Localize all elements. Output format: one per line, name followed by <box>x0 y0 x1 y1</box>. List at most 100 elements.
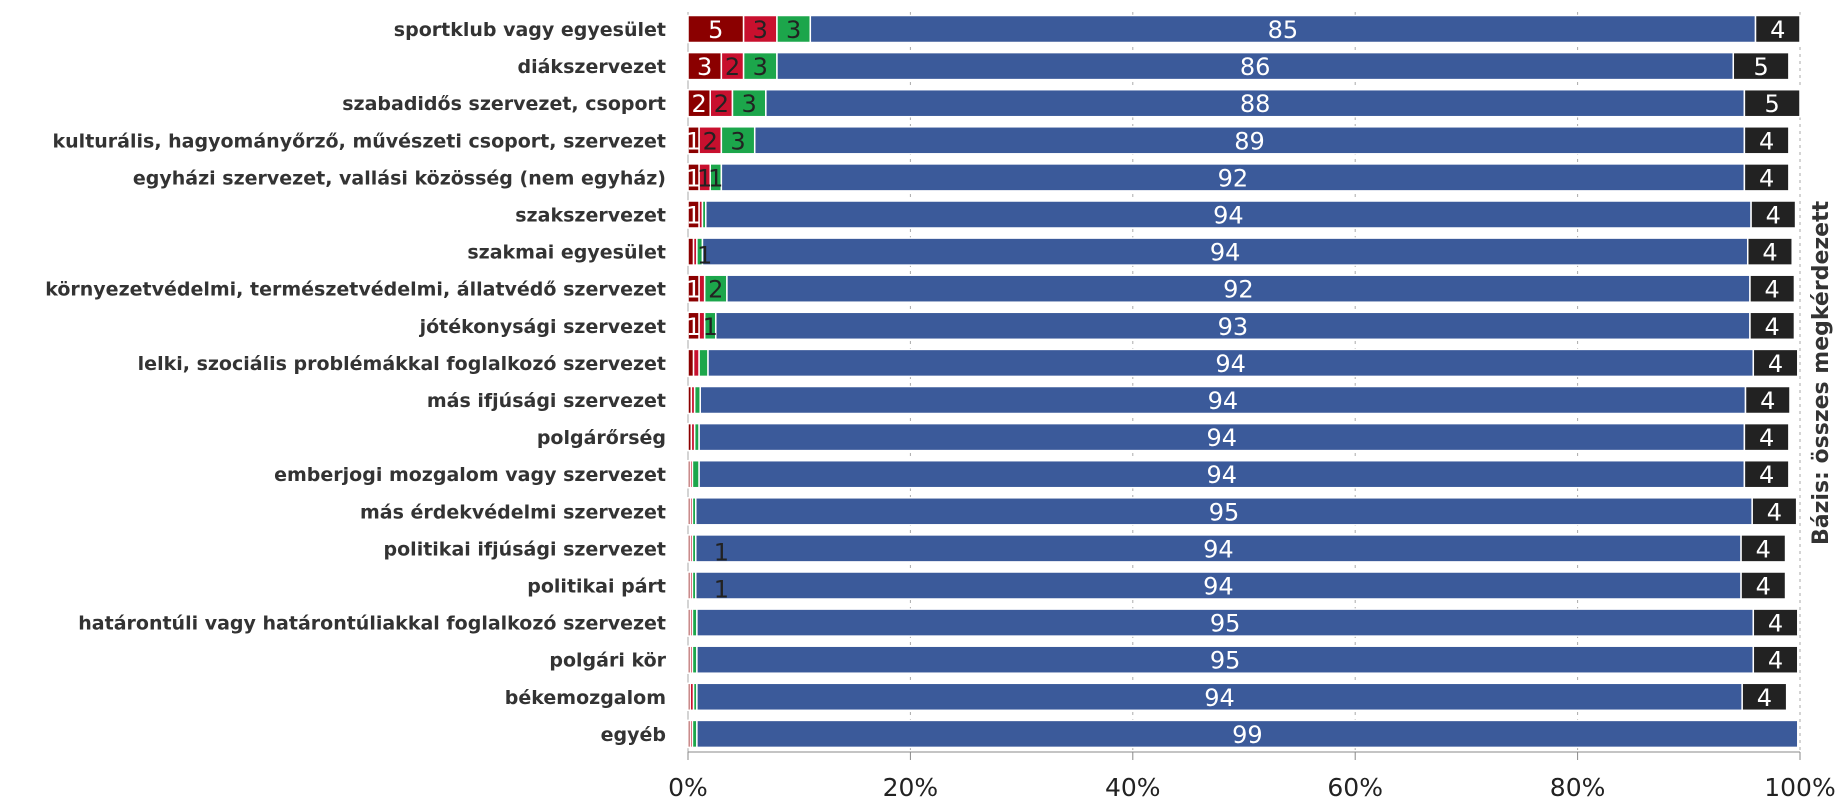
bar-segment <box>696 645 1755 674</box>
category-label: szakmai egyesület <box>467 242 666 264</box>
category-label: egyéb <box>601 724 666 746</box>
category-label: kulturális, hagyományőrző, művészeti cso… <box>53 130 666 152</box>
segment-value-label: 95 <box>1209 498 1240 526</box>
segment-value-label: 5 <box>1765 90 1780 118</box>
segment-value-label: 94 <box>1206 461 1237 489</box>
category-label: környezetvédelmi, természetvédelmi, álla… <box>45 279 666 301</box>
bar-segment <box>687 348 695 378</box>
bar-segment <box>695 497 1753 526</box>
bar-segment <box>1749 274 1796 303</box>
category-label: más ifjúsági szervezet <box>427 390 666 412</box>
category-label: más érdekvédelmi szervezet <box>360 501 666 523</box>
segment-value-label: 2 <box>725 53 740 81</box>
bar-segment <box>1750 200 1797 229</box>
category-label: politikai ifjúsági szervezet <box>384 538 666 560</box>
bar-segment <box>705 200 1752 229</box>
segment-value-label: 3 <box>742 90 757 118</box>
segment-value-label: 99 <box>1232 721 1263 749</box>
bar-segment <box>687 51 723 81</box>
base-note: Bázis: összes megkérdezett <box>1809 200 1834 545</box>
bar-segment <box>696 608 1755 637</box>
bar-segment <box>699 385 1747 415</box>
bar-segment <box>691 459 700 489</box>
segment-value-label: 4 <box>1762 239 1777 267</box>
segment-value-label: 4 <box>1767 498 1782 526</box>
segment-value-label: 88 <box>1240 90 1271 118</box>
segment-value-label: 94 <box>1213 202 1244 230</box>
segment-value-label: 86 <box>1240 53 1271 81</box>
segment-value-label: 2 <box>691 90 706 118</box>
gridlines <box>687 12 1801 752</box>
segment-value-label: 4 <box>1770 16 1785 44</box>
segment-value-label: 3 <box>786 16 801 44</box>
bar-segment <box>1741 682 1788 712</box>
segment-value-label: 2 <box>714 90 729 118</box>
segment-value-label: 4 <box>1756 535 1771 563</box>
bar-segment <box>707 348 1755 378</box>
x-tick-label: 0% <box>668 773 708 802</box>
x-tick-label: 60% <box>1327 773 1383 802</box>
bar-segment <box>1754 14 1801 44</box>
segment-value-label: 95 <box>1210 647 1241 675</box>
segment-value-label: 89 <box>1234 127 1265 155</box>
segment-value-label: 3 <box>753 53 768 81</box>
bar-segment <box>720 126 756 155</box>
bar-segment <box>1743 163 1790 192</box>
bar-segment <box>742 51 778 81</box>
bar-segment <box>701 237 1749 266</box>
segment-value-label: 4 <box>1768 350 1783 378</box>
x-tick-label: 80% <box>1550 773 1606 802</box>
segment-value-label: 3 <box>697 53 712 81</box>
x-axis-ticks: 0% 20% 40% 60% 80% 100% <box>668 751 1836 802</box>
bar-segment <box>1746 237 1793 266</box>
bar-segment <box>695 534 1742 563</box>
bar-segment <box>726 274 1751 303</box>
category-label: békemozgalom <box>505 687 666 709</box>
bar-segment <box>1743 459 1790 489</box>
bar-segment <box>1752 348 1799 378</box>
segment-value-label: 1 <box>703 313 718 341</box>
bar-segment <box>692 348 700 378</box>
category-label: szakszervezet <box>515 205 666 227</box>
segment-value-label: 1 <box>686 313 701 341</box>
segment-value-label: 85 <box>1268 16 1299 44</box>
bar-segment <box>698 459 1746 489</box>
segment-value-label: 94 <box>1206 424 1237 452</box>
category-label: szabadidős szervezet, csoport <box>342 93 666 115</box>
segment-value-label: 4 <box>1759 461 1774 489</box>
category-label: jótékonysági szervezet <box>419 316 666 338</box>
segment-value-label: 5 <box>1753 53 1768 81</box>
category-label: egyházi szervezet, vallási közösség (nem… <box>133 167 666 189</box>
segment-value-label: 4 <box>1757 684 1772 712</box>
segment-value-label: 4 <box>1759 164 1774 192</box>
segment-value-label: 1 <box>686 127 701 155</box>
segment-value-label: 95 <box>1210 610 1241 638</box>
bar-segment <box>693 385 701 415</box>
bar-segment <box>1743 422 1790 452</box>
bar-segment <box>1751 497 1798 526</box>
segment-value-label: 92 <box>1223 276 1254 304</box>
segment-value-label: 4 <box>1756 573 1771 601</box>
segment-value-label: 4 <box>1766 202 1781 230</box>
segment-value-label: 94 <box>1203 535 1234 563</box>
segment-value-label: 4 <box>1768 647 1783 675</box>
outside-value-label: 1 <box>714 538 729 566</box>
category-label: politikai párt <box>527 576 666 598</box>
segment-value-label: 94 <box>1208 387 1239 415</box>
category-labels: sportklub vagy egyesület diákszervezet sza… <box>45 19 666 746</box>
segment-value-label: 4 <box>1765 276 1780 304</box>
segment-value-label: 93 <box>1218 313 1249 341</box>
segment-value-label: 94 <box>1210 239 1241 267</box>
category-label: emberjogi mozgalom vagy szervezet <box>274 464 666 486</box>
outside-value-label: 1 <box>697 242 712 270</box>
bar-segment <box>1743 126 1790 155</box>
bar-segment <box>765 88 1746 118</box>
bar-segment <box>776 51 1735 81</box>
segment-value-label: 1 <box>708 164 723 192</box>
segment-value-label: 4 <box>1759 127 1774 155</box>
outside-value-label: 1 <box>714 576 729 604</box>
bar-segment <box>753 126 1746 155</box>
category-label: sportklub vagy egyesület <box>394 19 666 41</box>
category-label: polgári kör <box>549 650 666 672</box>
